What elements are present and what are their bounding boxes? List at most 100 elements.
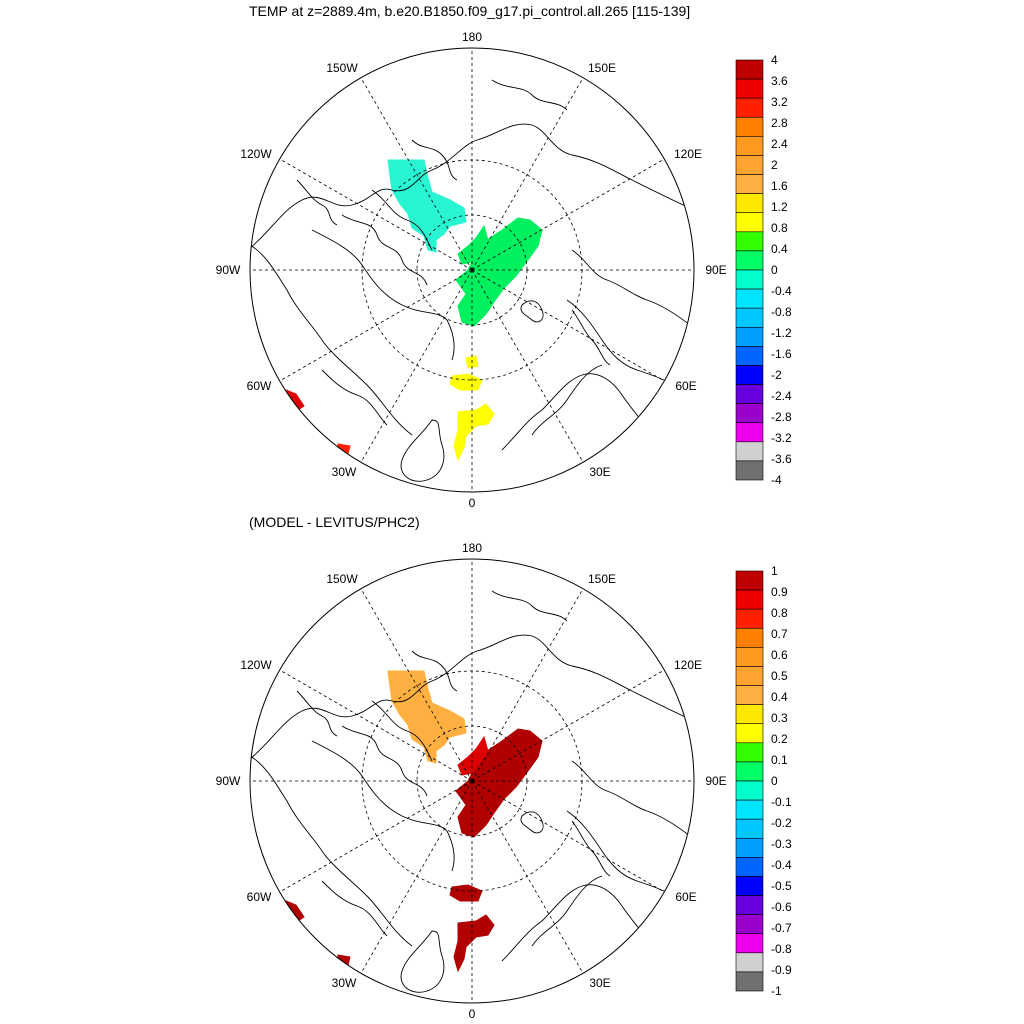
- coastline: [250, 755, 413, 947]
- colorbar-swatch: [735, 627, 764, 648]
- colorbar-label: 0: [771, 263, 778, 277]
- meridian-line: [471, 158, 665, 271]
- colorbar-label: 1.6: [771, 179, 788, 193]
- coastline: [341, 214, 428, 286]
- meridian-line: [471, 780, 665, 893]
- colorbar-label: 0.8: [771, 606, 788, 620]
- colorbar-swatch: [735, 403, 764, 424]
- coastline: [311, 740, 455, 872]
- top-colorbar: 4 3.6 3.2 2.8 2.4 2 1.6 1.2 0.8 0.4 0 -0.4 -0.8 -1.2 -…: [735, 53, 792, 487]
- map-border: [249, 558, 695, 1004]
- patch-irminger: [337, 443, 351, 455]
- meridian-line: [360, 77, 473, 271]
- longitude-label: 120E: [674, 147, 702, 161]
- longitude-label: 90W: [216, 263, 241, 277]
- longitude-label: 30E: [589, 976, 610, 990]
- colorbar-label: 0.3: [771, 711, 788, 725]
- longitude-label: 60E: [675, 890, 696, 904]
- colorbar-swatch: [735, 608, 764, 629]
- colorbar-label: -0.5: [771, 879, 792, 893]
- colorbar-label: -0.7: [771, 921, 792, 935]
- colorbar-swatch: [735, 589, 764, 610]
- top-map-panel: 180 150E 120E 90E 60E 30E 0 30W 60W 90W 120W 150W: [216, 30, 727, 510]
- colorbar-label: -0.4: [771, 284, 792, 298]
- coastline: [531, 875, 603, 947]
- colorbar-label: 3.6: [771, 74, 788, 88]
- meridian-line: [360, 588, 473, 782]
- meridian-line: [279, 158, 473, 271]
- colorbar-swatch: [735, 723, 764, 744]
- meridian-line: [279, 669, 473, 782]
- colorbar-label: -0.8: [771, 942, 792, 956]
- coastline: [571, 760, 691, 837]
- colorbar-label: -0.4: [771, 858, 792, 872]
- colorbar-swatch: [735, 97, 764, 118]
- colorbar-swatch: [735, 818, 764, 839]
- coastline: [571, 820, 611, 877]
- meridian-line: [471, 588, 584, 782]
- coastline: [520, 300, 544, 323]
- coastline: [341, 725, 428, 797]
- longitude-label: 60W: [247, 379, 272, 393]
- longitude-label: 150E: [588, 572, 616, 586]
- colorbar-label: -1: [771, 984, 782, 998]
- patch-fram-strait: [449, 884, 483, 902]
- patch-irminger: [337, 954, 351, 966]
- colorbar-label: 0.4: [771, 242, 788, 256]
- colorbar-label: 2: [771, 158, 778, 172]
- patch-greenland-sea: [453, 914, 495, 973]
- colorbar-swatch: [735, 685, 764, 705]
- patch-eurasian-basin-small: [457, 224, 489, 265]
- coastline: [371, 700, 433, 762]
- coastline: [571, 309, 611, 366]
- colorbar-label: -0.9: [771, 963, 792, 977]
- colorbar-swatch: [735, 914, 764, 935]
- coastline: [311, 229, 455, 361]
- colorbar-swatch: [735, 116, 764, 137]
- colorbar-label: -2: [771, 368, 782, 382]
- colorbar-label: 3.2: [771, 95, 788, 109]
- colorbar-swatch: [735, 136, 764, 156]
- bottom-colorbar: 1 0.9 0.8 0.7 0.6 0.5 0.4 0.3 0.2 0.1 0 -0.1 -0.2 -0.…: [735, 564, 792, 998]
- colorbar-swatch: [735, 933, 764, 954]
- colorbar-swatch: [735, 570, 764, 591]
- colorbar-label: 2.8: [771, 116, 788, 130]
- meridian-line: [279, 269, 473, 382]
- colorbar-swatch: [735, 174, 764, 194]
- colorbar-label: -2.4: [771, 389, 792, 403]
- colorbar-swatch: [735, 895, 764, 915]
- longitude-label: 120W: [240, 658, 272, 672]
- colorbar-label: -0.8: [771, 305, 792, 319]
- colorbar-swatch: [735, 231, 764, 252]
- colorbar-swatch: [735, 288, 764, 309]
- colorbar-swatch: [735, 422, 764, 443]
- colorbar-label: 0.2: [771, 732, 788, 746]
- colorbar-swatch: [735, 326, 764, 347]
- meridian-line: [360, 269, 473, 463]
- patch-eurasian-basin-small: [457, 735, 489, 776]
- colorbar-swatch: [735, 212, 764, 233]
- colorbar-swatch: [735, 307, 764, 328]
- colorbar-swatch: [735, 193, 764, 214]
- colorbar-label: 0.9: [771, 585, 788, 599]
- longitude-label: 150W: [326, 61, 358, 75]
- meridian-line: [279, 780, 473, 893]
- colorbar-label: 0.8: [771, 221, 788, 235]
- colorbar-swatch: [735, 250, 764, 271]
- coastline: [411, 139, 458, 181]
- coastline: [491, 79, 568, 111]
- colorbar-swatch: [735, 704, 764, 725]
- colorbar-swatch: [735, 666, 764, 686]
- coastline: [321, 369, 388, 426]
- colorbar-swatch: [735, 78, 764, 99]
- colorbar-label: -2.8: [771, 410, 792, 424]
- meridian-line: [471, 77, 584, 271]
- longitude-label: 180: [462, 30, 482, 44]
- colorbar-swatch: [735, 857, 764, 877]
- coastline: [250, 244, 413, 436]
- colorbar-swatch: [735, 647, 764, 667]
- colorbar-label: -1.6: [771, 347, 792, 361]
- colorbar-label: 0.1: [771, 753, 788, 767]
- colorbar-swatch: [735, 761, 764, 782]
